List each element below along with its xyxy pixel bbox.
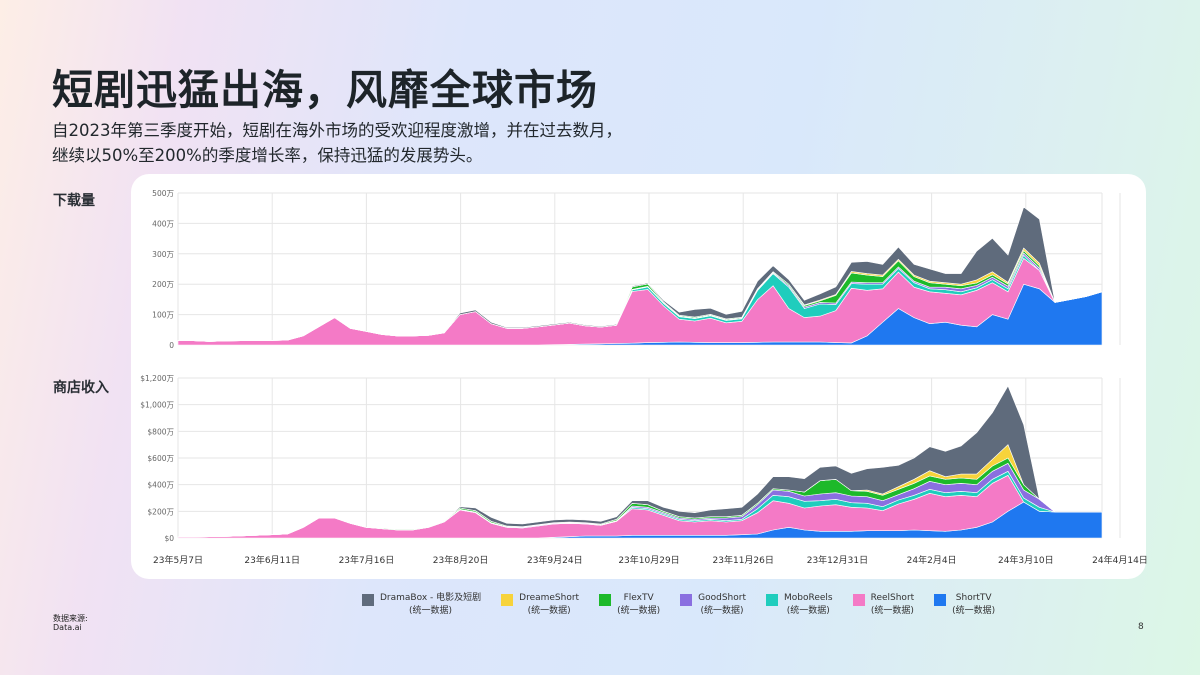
legend-swatch-icon bbox=[934, 594, 947, 606]
svg-text:23年8月20日: 23年8月20日 bbox=[433, 554, 489, 566]
legend-item-goodshort[interactable]: GoodShort (统一数据) bbox=[680, 592, 746, 618]
legend-item-reelshort[interactable]: ReelShort (统一数据) bbox=[852, 592, 914, 618]
svg-text:23年7月16日: 23年7月16日 bbox=[339, 554, 395, 566]
revenue-chart: $0 $200万 $400万 $600万 $800万 $1,000万 $1,200万 bbox=[140, 374, 1121, 543]
svg-text:$0: $0 bbox=[164, 534, 174, 543]
subtitle-line-2: 继续以50%至200%的季度增长率，保持迅猛的发展势头。 bbox=[52, 146, 483, 165]
svg-text:$600万: $600万 bbox=[147, 454, 174, 463]
area-dramabox bbox=[177, 206, 1103, 342]
svg-text:0: 0 bbox=[169, 341, 174, 350]
svg-text:24年3月10日: 24年3月10日 bbox=[998, 554, 1054, 566]
legend-item-dramabox[interactable]: DramaBox - 电影及短剧 (统一数据) bbox=[362, 592, 481, 618]
legend-swatch-icon bbox=[501, 594, 514, 606]
svg-text:200万: 200万 bbox=[152, 280, 174, 289]
svg-text:23年5月7日: 23年5月7日 bbox=[153, 554, 203, 566]
date-axis: 23年5月7日 23年6月11日 23年7月16日 23年8月20日 23年9月24日 2… bbox=[153, 554, 1148, 566]
legend-swatch-icon bbox=[852, 594, 865, 606]
svg-text:500万: 500万 bbox=[152, 189, 174, 198]
svg-text:$1,000万: $1,000万 bbox=[140, 401, 174, 410]
page-subtitle: 自2023年第三季度开始，短剧在海外市场的受欢迎程度激增，并在过去数月， 继续以… bbox=[52, 118, 772, 168]
area-dramabox bbox=[178, 385, 1102, 538]
svg-text:$200万: $200万 bbox=[147, 507, 174, 516]
downloads-chart: 0 100万 200万 300万 400万 500万 bbox=[152, 189, 1121, 350]
legend-item-shorttv[interactable]: ShortTV (统一数据) bbox=[934, 592, 995, 618]
svg-text:400万: 400万 bbox=[152, 219, 174, 228]
svg-text:24年2月4日: 24年2月4日 bbox=[907, 554, 957, 566]
svg-text:23年11月26日: 23年11月26日 bbox=[713, 554, 774, 566]
svg-text:24年4月14日: 24年4月14日 bbox=[1092, 554, 1148, 566]
svg-text:23年9月24日: 23年9月24日 bbox=[527, 554, 583, 566]
revenue-label: 商店收入 bbox=[53, 380, 109, 396]
svg-text:23年10月29日: 23年10月29日 bbox=[618, 554, 679, 566]
svg-text:23年6月11日: 23年6月11日 bbox=[244, 554, 300, 566]
chart-legend: DramaBox - 电影及短剧 (统一数据) DreameShort (统一数据)… bbox=[362, 592, 1015, 618]
svg-text:23年12月31日: 23年12月31日 bbox=[807, 554, 868, 566]
page-number: 8 bbox=[1138, 622, 1144, 632]
legend-swatch-icon bbox=[680, 594, 693, 606]
legend-swatch-icon bbox=[599, 594, 612, 606]
svg-text:$1,200万: $1,200万 bbox=[140, 374, 174, 383]
svg-text:$800万: $800万 bbox=[147, 427, 174, 436]
page-title: 短剧迅猛出海，风靡全球市场 bbox=[52, 66, 598, 114]
legend-swatch-icon bbox=[362, 594, 374, 606]
svg-text:300万: 300万 bbox=[152, 250, 174, 259]
legend-item-dreameshort[interactable]: DreameShort (统一数据) bbox=[501, 592, 579, 618]
svg-text:100万: 100万 bbox=[152, 311, 174, 320]
legend-item-flextv[interactable]: FlexTV (统一数据) bbox=[599, 592, 660, 618]
svg-text:$400万: $400万 bbox=[147, 481, 174, 490]
legend-swatch-icon bbox=[765, 594, 778, 606]
legend-item-moboreels[interactable]: MoboReels (统一数据) bbox=[765, 592, 833, 618]
data-source: 数据来源: Data.ai bbox=[53, 614, 88, 632]
subtitle-line-1: 自2023年第三季度开始，短剧在海外市场的受欢迎程度激增，并在过去数月， bbox=[52, 121, 622, 140]
downloads-label: 下载量 bbox=[53, 193, 95, 209]
